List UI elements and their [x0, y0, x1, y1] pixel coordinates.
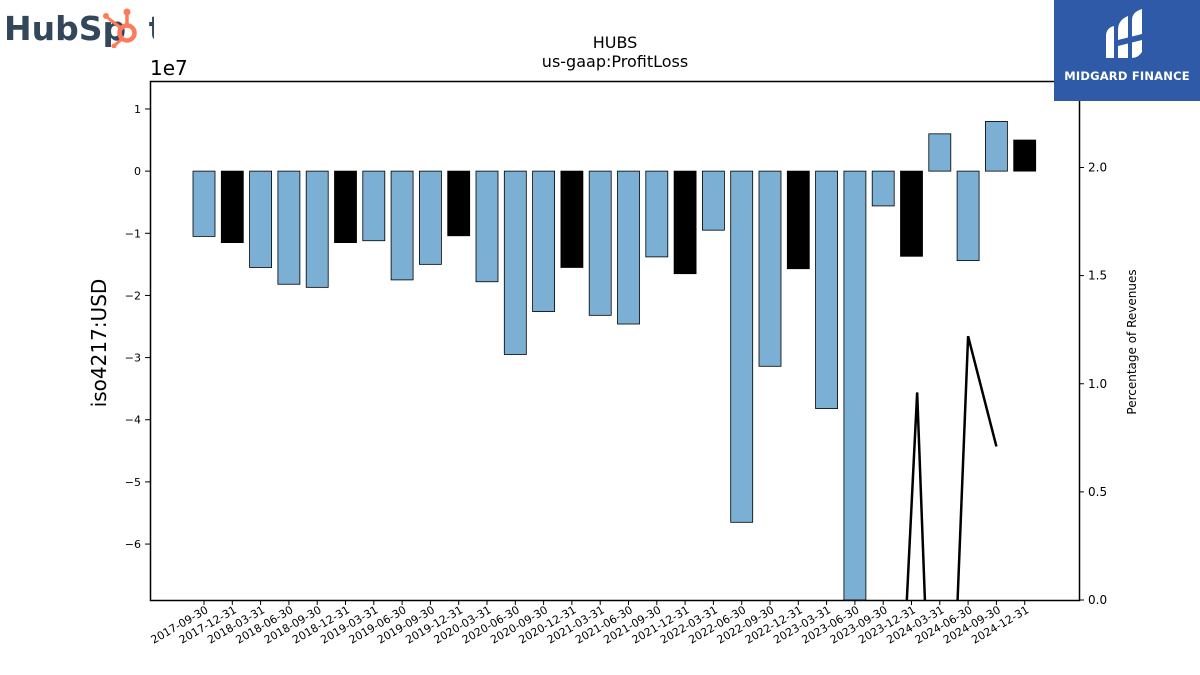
y-tick-label: −2 — [125, 289, 141, 302]
y-tick-label: −1 — [125, 227, 141, 240]
y-ticks-group: 1 0 −1 −2 −3 −4 −5 −6 — [125, 103, 150, 551]
bar-2018-09-30 — [305, 170, 329, 288]
chart-title: HUBS — [593, 33, 638, 52]
bar-2022-09-30 — [758, 170, 782, 367]
bar-2024-09-30 — [985, 121, 1008, 172]
bar-2022-06-30 — [730, 170, 754, 523]
hubspot-logo: HubSpot — [4, 8, 154, 48]
bar-2018-03-31 — [249, 170, 273, 268]
x-ticks-group: 2017-09-302017-12-312018-03-312018-06-30… — [149, 600, 1031, 647]
chart-subtitle: us-gaap:ProfitLoss — [542, 52, 688, 71]
bar-2020-06-30 — [503, 170, 527, 355]
bar-2017-12-31 — [220, 170, 244, 244]
bar-2019-09-30 — [418, 170, 442, 265]
line-percentage-of-revenues — [905, 335, 998, 600]
y2-tick-label: 1.0 — [1088, 377, 1107, 391]
y2-tick-label: 2.0 — [1088, 161, 1107, 175]
bar-2019-12-31 — [447, 170, 471, 237]
y-tick-label: 1 — [134, 103, 141, 116]
bar-2024-12-31 — [1013, 139, 1037, 172]
bar-2018-12-31 — [334, 170, 357, 244]
bar-2020-12-31 — [560, 170, 584, 268]
midgard-finance-logo: MIDGARD FINANCE — [1054, 0, 1200, 101]
y-offset-label: 1e7 — [150, 56, 188, 80]
y-tick-label: 0 — [134, 165, 141, 178]
y-tick-label: −3 — [125, 352, 141, 365]
bar-2021-12-31 — [673, 170, 697, 275]
bar-2020-03-31 — [475, 170, 499, 283]
bar-2023-12-31 — [900, 170, 923, 257]
bars-group — [192, 121, 1037, 601]
bar-2023-06-30 — [843, 170, 867, 601]
hubspot-logo-text-post: t — [149, 9, 154, 48]
sprocket-icon — [103, 8, 137, 48]
midgard-finance-logo-text: MIDGARD FINANCE — [1064, 69, 1190, 83]
bar-2018-06-30 — [277, 170, 301, 285]
bar-2017-09-30 — [192, 170, 216, 237]
bar-2023-03-31 — [815, 170, 838, 409]
y-tick-label: −5 — [125, 476, 141, 489]
y-tick-label: −4 — [125, 414, 141, 427]
bar-2021-06-30 — [617, 170, 640, 325]
bar-2022-12-31 — [786, 170, 810, 270]
bar-2020-09-30 — [532, 170, 555, 312]
line-series-group — [905, 335, 998, 600]
bar-2022-03-31 — [702, 170, 725, 231]
y2-ticks-group: 0.0 0.5 1.0 1.5 2.0 — [1079, 161, 1107, 607]
bar-2021-09-30 — [645, 170, 669, 258]
y-axis-label: iso4217:USD — [87, 279, 111, 408]
plot-frame — [149, 80, 1081, 602]
bar-2019-03-31 — [362, 170, 386, 242]
y2-axis-label: Percentage of Revenues — [1125, 269, 1139, 414]
y-tick-label: −6 — [125, 538, 141, 551]
y2-tick-label: 1.5 — [1088, 269, 1107, 283]
bar-2023-09-30 — [871, 170, 895, 207]
y2-tick-label: 0.5 — [1088, 485, 1107, 499]
bar-2024-03-31 — [928, 133, 952, 172]
midgard-emblem-icon — [1106, 9, 1142, 58]
bar-2024-06-30 — [956, 170, 980, 262]
y2-tick-label: 0.0 — [1088, 593, 1107, 607]
bar-2021-03-31 — [588, 170, 612, 316]
bar-2019-06-30 — [390, 170, 414, 281]
